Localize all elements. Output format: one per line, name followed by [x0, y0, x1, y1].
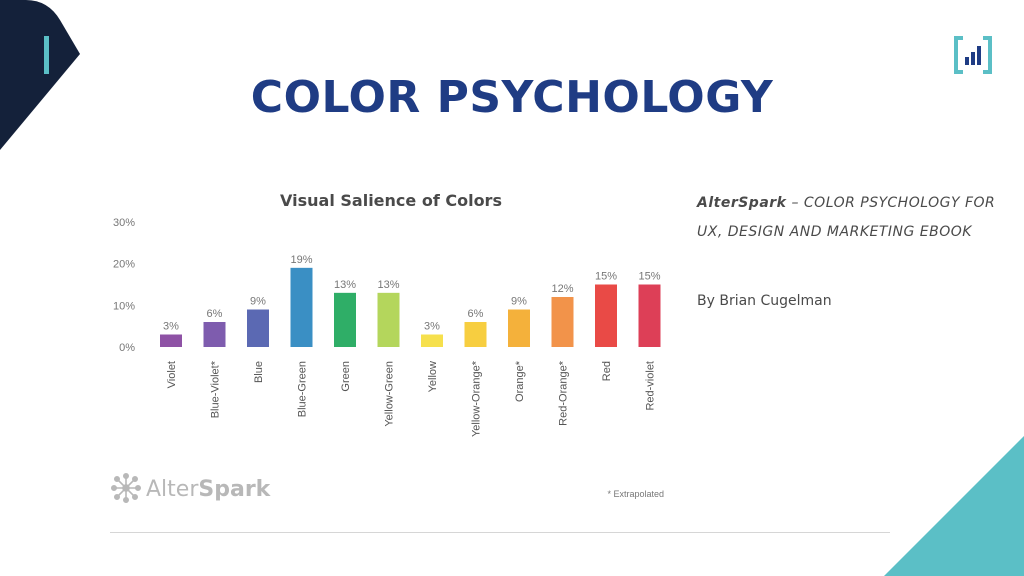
x-tick-label: Violet [166, 361, 178, 388]
x-tick-label: Yellow [427, 361, 439, 392]
bar [290, 267, 313, 347]
x-tick-label: Blue [253, 361, 265, 383]
data-label: 13% [377, 279, 399, 291]
y-tick-label: 20% [113, 259, 135, 271]
chart-footnote: * Extrapolated [607, 489, 664, 499]
data-label: 19% [290, 254, 312, 266]
bars [160, 267, 661, 347]
bar [247, 309, 269, 347]
x-tick-label: Yellow-Green [384, 361, 396, 427]
watermark-suffix: Spark [198, 477, 271, 502]
y-tick-label: 0% [119, 342, 135, 354]
x-tick-label: Red-Orange* [558, 360, 570, 426]
data-label: 15% [638, 271, 660, 283]
data-label: 3% [424, 321, 440, 333]
x-tick-label: Red-violet [645, 361, 657, 411]
bar [595, 284, 617, 347]
watermark-prefix: Alter [146, 477, 199, 502]
data-labels: 3% 6% 9% 19% 13% 13% 3% 6% 9% 12% 15% 15% [163, 254, 661, 333]
data-label: 13% [334, 279, 356, 291]
x-tick-label: Green [340, 361, 352, 392]
x-tick-label: Blue-Violet* [210, 360, 222, 418]
author-credit: By Brian Cugelman [697, 293, 832, 309]
source-reference: AlterSpark – COLOR PSYCHOLOGY FOR UX, DE… [697, 189, 997, 247]
x-tick-label: Red [601, 361, 613, 381]
data-label: 12% [551, 283, 573, 295]
divider [110, 532, 890, 533]
chart-title: Visual Salience of Colors [280, 191, 502, 210]
bar [508, 309, 530, 347]
bar-chart: Visual Salience of Colors 0% 10% 20% 30% 3%… [111, 191, 664, 504]
network-icon [111, 473, 142, 504]
page-title: COLOR PSYCHOLOGY [250, 72, 774, 123]
bar [377, 292, 400, 347]
data-label: 3% [163, 321, 179, 333]
bar [421, 334, 443, 347]
source-brand: AlterSpark [697, 195, 787, 211]
svg-text:AlterSpark: AlterSpark [146, 477, 272, 502]
y-tick-label: 30% [113, 217, 135, 229]
data-label: 6% [468, 308, 484, 320]
bar-chart-icon [954, 36, 992, 74]
x-tick-label: Blue-Green [297, 361, 309, 417]
data-label: 6% [207, 308, 223, 320]
y-axis: 0% 10% 20% 30% [113, 217, 135, 354]
x-axis: Violet Blue-Violet* Blue Blue-Green Green Yel… [166, 360, 657, 437]
corner-decoration-bottom-right [884, 436, 1024, 576]
source-title: – COLOR PSYCHOLOGY FOR UX, DESIGN AND MA… [697, 195, 996, 240]
bar [464, 322, 487, 347]
bar [160, 334, 182, 347]
watermark-logo: AlterSpark [111, 473, 272, 504]
x-tick-label: Yellow-Orange* [471, 360, 483, 437]
bar [638, 284, 661, 347]
corner-decoration-top-left [0, 0, 80, 150]
data-label: 15% [595, 271, 617, 283]
x-tick-label: Orange* [514, 360, 526, 402]
data-label: 9% [511, 296, 527, 308]
bar [334, 292, 356, 347]
bar [203, 322, 226, 347]
bar [551, 297, 574, 347]
data-label: 9% [250, 296, 266, 308]
y-tick-label: 10% [113, 300, 135, 312]
